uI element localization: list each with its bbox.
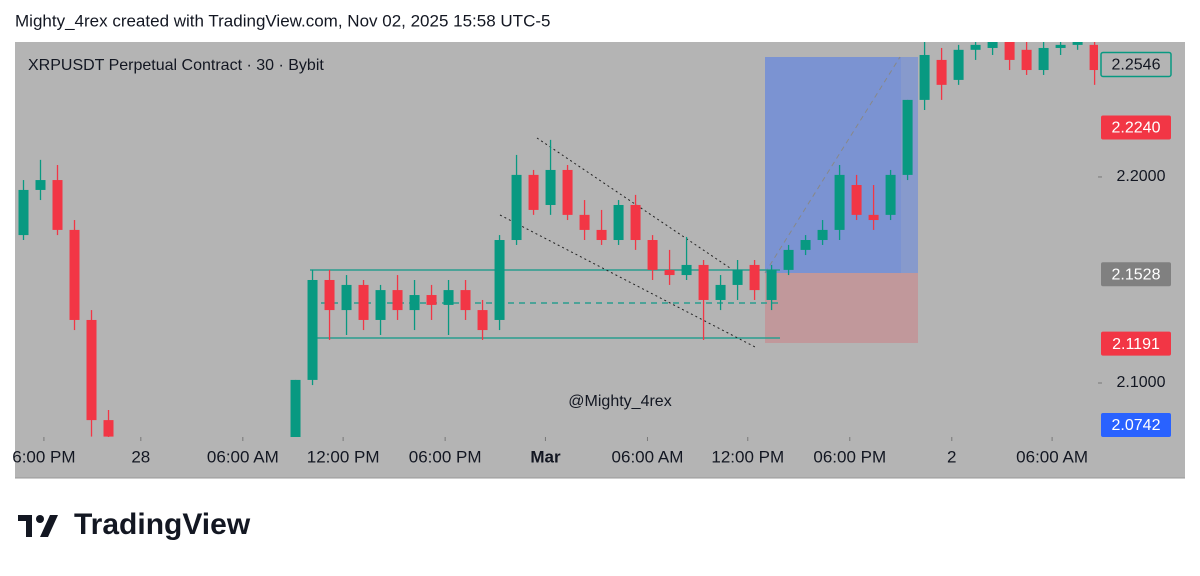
candle-body [1055, 44, 1066, 48]
candle-body [596, 229, 607, 241]
candle-body [630, 204, 641, 241]
candle-body [1072, 42, 1083, 45]
logo-mark [40, 515, 58, 537]
candle-body [562, 169, 573, 215]
candle-body [885, 174, 896, 215]
price-tag [1101, 413, 1171, 437]
x-tick-label: 06:00 AM [612, 447, 684, 466]
candle-body [375, 290, 386, 320]
x-tick-label: 06:00 AM [207, 447, 279, 466]
chart-title: XRPUSDT Perpetual Contract · 30 · Bybit [28, 57, 324, 74]
logo: TradingView [18, 508, 251, 541]
price-tag [1101, 115, 1171, 140]
candle-body [426, 295, 437, 305]
target-zone [765, 57, 918, 273]
candle-body [103, 420, 114, 437]
candle-body [732, 269, 743, 285]
candle-body [324, 279, 335, 311]
price-tag-label: 2.1191 [1112, 336, 1160, 353]
chart-panel [15, 42, 1185, 478]
candle-body [443, 290, 454, 305]
logo-mark [18, 515, 32, 521]
x-tick-label: 12:00 PM [307, 447, 380, 466]
candle-body [341, 284, 352, 311]
y-tick-label: 2.1000 [1117, 374, 1166, 391]
x-tick-label: 2 [947, 447, 956, 466]
candle-body [987, 42, 998, 48]
candle-body [749, 264, 760, 291]
candle-body [409, 295, 420, 311]
candle-body [18, 189, 29, 236]
candle-body [800, 240, 811, 250]
y-tick-label: 2.2000 [1117, 168, 1166, 185]
candle-body [766, 269, 777, 300]
candle-body [698, 264, 709, 300]
candle-body [511, 174, 522, 241]
candle-body [392, 290, 403, 311]
candle-body [868, 214, 879, 221]
candle-body [664, 269, 675, 276]
candle-body [715, 284, 726, 300]
candle-body [902, 99, 913, 175]
price-tag-label: 2.2240 [1112, 120, 1161, 137]
channel-lower [499, 214, 758, 349]
price-tag-label: 2.1528 [1112, 266, 1161, 283]
logo-mark [26, 515, 32, 537]
candle-body [35, 180, 46, 190]
candle-body [545, 169, 556, 205]
candle-body [834, 174, 845, 230]
price-tag-label: 2.2546 [1112, 57, 1161, 74]
candle-body [647, 240, 658, 270]
candle-body [494, 240, 505, 320]
candle-body [936, 59, 947, 85]
x-tick-label: 28 [131, 447, 150, 466]
candle-body [52, 180, 63, 230]
trade-line [764, 56, 901, 274]
price-tag-label: 2.0742 [1112, 417, 1161, 434]
candle-body [613, 204, 624, 241]
x-tick-label: 06:00 PM [409, 447, 482, 466]
channel-upper [536, 137, 731, 269]
candle-body [460, 290, 471, 311]
candle-body [579, 214, 590, 230]
x-tick-label: 06:00 AM [1016, 447, 1088, 466]
candle-body [358, 284, 369, 320]
candle-body [290, 379, 301, 437]
candle-body [851, 184, 862, 215]
logo-mark [36, 515, 44, 523]
x-tick-label: 06:00 PM [813, 447, 886, 466]
candle-body [970, 44, 981, 50]
candle-body [953, 49, 964, 80]
candles [18, 42, 1098, 437]
logo-text: TradingView [74, 508, 251, 541]
candle-body [86, 319, 97, 421]
candle-body [528, 174, 539, 210]
x-tick-label: 12:00 PM [711, 447, 784, 466]
x-tick-label: Mar [530, 447, 561, 466]
x-tick-label: 6:00 PM [12, 447, 75, 466]
candle-body [1089, 44, 1098, 71]
candle-body [477, 310, 488, 331]
header: Mighty_4rex created with TradingView.com… [15, 11, 550, 30]
candle-body [783, 249, 794, 270]
candle-body [681, 264, 692, 276]
candle-body [1004, 42, 1015, 60]
candle-body [307, 279, 318, 380]
stop-zone [765, 273, 918, 343]
candle-body [69, 229, 80, 320]
candle-body [1038, 47, 1049, 71]
candle-body [919, 54, 930, 100]
price-tag [1101, 262, 1171, 287]
watermark: @Mighty_4rex [568, 393, 671, 410]
price-tag [1101, 331, 1171, 356]
candle-body [1021, 49, 1032, 71]
candle-body [817, 229, 828, 241]
price-tag [1100, 51, 1172, 78]
